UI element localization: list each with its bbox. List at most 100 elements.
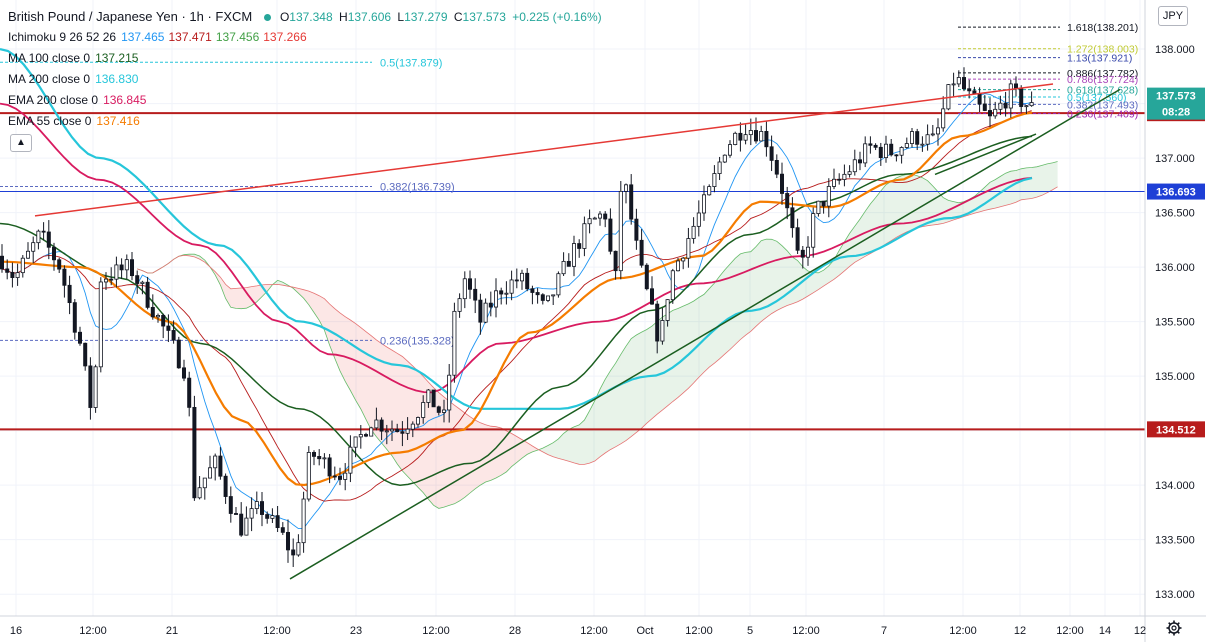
- candle-down: [613, 250, 618, 272]
- cloud-segment: [891, 177, 897, 241]
- candle-up: [546, 295, 551, 301]
- cloud-segment: [1047, 162, 1053, 193]
- candle-up: [389, 428, 394, 432]
- cloud-segment: [896, 175, 902, 238]
- candle-up: [702, 194, 707, 214]
- indicator-ema200[interactable]: EMA 200 close 0 136.845: [8, 93, 147, 107]
- candle-up: [348, 446, 353, 474]
- candle-down: [379, 419, 384, 432]
- candle-down: [566, 260, 571, 267]
- chevron-up-icon[interactable]: ▲: [10, 134, 32, 152]
- cloud-segment: [360, 327, 366, 420]
- candle-up: [1024, 105, 1029, 108]
- candle-up: [415, 417, 420, 425]
- cloud-segment: [376, 339, 382, 444]
- candle-down: [181, 367, 186, 379]
- cloud-segment: [912, 174, 918, 230]
- cloud-segment: [438, 392, 444, 509]
- cloud-segment: [314, 293, 320, 321]
- kijun-line: [1, 110, 1032, 502]
- candle-up: [624, 184, 629, 192]
- candle-up: [213, 455, 218, 469]
- candle-up: [483, 302, 488, 323]
- candle-down: [285, 531, 290, 551]
- candle-up: [884, 143, 889, 159]
- cloud-segment: [392, 350, 398, 464]
- candle-down: [239, 513, 244, 536]
- candle-up: [20, 257, 25, 274]
- candle-up: [686, 238, 691, 259]
- candle-down: [332, 475, 337, 478]
- time-tick-label: 12:00: [1056, 625, 1084, 637]
- gear-icon[interactable]: [1166, 620, 1182, 636]
- cloud-segment: [490, 426, 496, 481]
- candle-up: [551, 294, 556, 297]
- candle-down: [395, 428, 400, 433]
- cloud-segment: [626, 338, 632, 441]
- cloud-segment: [277, 280, 283, 286]
- candle-down: [878, 146, 883, 159]
- candle-down: [280, 527, 285, 533]
- indicator-ma200[interactable]: MA 200 close 0 136.830: [8, 72, 139, 86]
- indicator-ichimoku[interactable]: Ichimoku 9 26 52 26 137.465 137.471 137.456…: [8, 30, 307, 44]
- cloud-segment: [745, 251, 751, 336]
- time-tick-label: 12:00: [949, 625, 977, 637]
- ma-200-line: [0, 48, 1033, 410]
- cloud-segment: [818, 270, 824, 290]
- cloud-segment: [366, 331, 372, 430]
- candle-up: [353, 436, 358, 448]
- cloud-segment: [860, 211, 866, 260]
- candle-up: [556, 273, 561, 296]
- cloud-segment: [938, 191, 944, 225]
- cloud-segment: [636, 332, 642, 433]
- cloud-segment: [730, 258, 736, 350]
- candle-up: [1029, 102, 1034, 107]
- price-tick-label: 134.000: [1155, 480, 1195, 492]
- cloud-segment: [880, 184, 886, 248]
- candle-down: [129, 259, 134, 277]
- currency-button[interactable]: JPY: [1158, 6, 1188, 26]
- candle-down: [868, 143, 873, 146]
- symbol-title[interactable]: British Pound / Japanese Yen · 1h · FXCM: [8, 9, 253, 24]
- candle-up: [410, 423, 415, 430]
- candle-up: [426, 389, 431, 403]
- ichimoku-cloud: [137, 161, 1058, 509]
- cloud-segment: [740, 252, 746, 340]
- time-tick-label: 12:00: [79, 625, 107, 637]
- candle-up: [25, 250, 30, 259]
- candle-down: [62, 268, 67, 286]
- fib-label: 0.382(137.493): [1067, 99, 1138, 111]
- cloud-segment: [771, 239, 777, 314]
- candle-up: [561, 260, 566, 275]
- cloud-segment: [454, 405, 460, 504]
- candle-down: [795, 227, 800, 251]
- candle-down: [1014, 83, 1019, 89]
- candle-down: [655, 303, 660, 342]
- candle-down: [514, 279, 519, 282]
- candle-down: [192, 406, 197, 499]
- cloud-segment: [678, 306, 684, 398]
- candle-down: [988, 110, 993, 117]
- horizontal-levels: [0, 112, 1145, 431]
- candle-up: [925, 134, 930, 145]
- candle-up: [493, 290, 498, 308]
- cloud-segment: [522, 439, 528, 459]
- fib-label: 1.618(138.201): [1067, 22, 1138, 34]
- candle-down: [233, 513, 238, 515]
- candle-up: [452, 310, 457, 376]
- indicator-ma100[interactable]: MA 100 close 0 137.215: [8, 51, 139, 65]
- symbol-header[interactable]: British Pound / Japanese Yen · 1h · FXCM…: [8, 6, 605, 27]
- time-tick-label: 12:00: [580, 625, 608, 637]
- candle-down: [46, 231, 51, 248]
- candle-up: [322, 457, 327, 460]
- candle-up: [993, 108, 998, 117]
- indicator-ema55[interactable]: EMA 55 close 0 137.416: [8, 114, 140, 128]
- cloud-segment: [298, 288, 304, 299]
- candle-down: [577, 243, 582, 249]
- cloud-segment: [735, 253, 741, 345]
- candle-up: [748, 130, 753, 136]
- cloud-segment: [839, 241, 845, 276]
- time-tick-label: 12: [1014, 625, 1026, 637]
- market-status-icon: [263, 13, 271, 21]
